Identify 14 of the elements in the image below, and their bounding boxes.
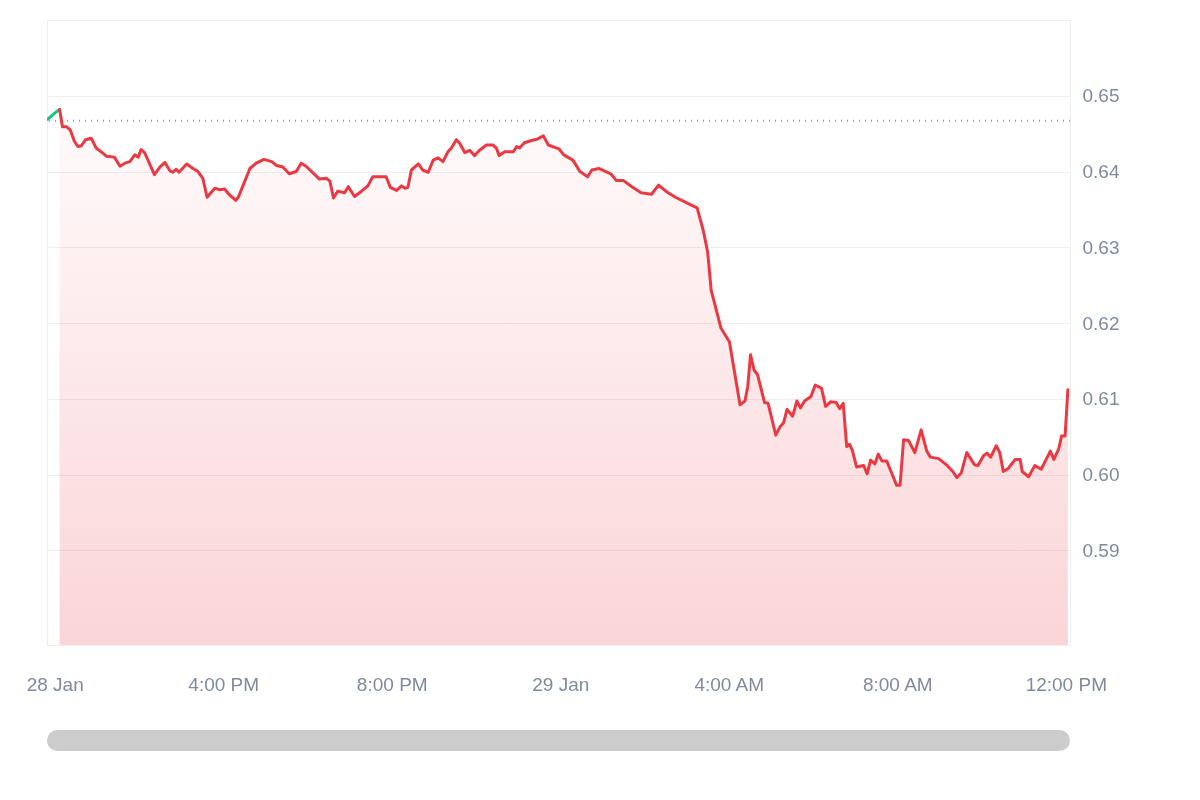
y-tick-label: 0.64 bbox=[1082, 161, 1120, 183]
x-tick-label: 29 Jan bbox=[532, 673, 590, 695]
x-tick-label: 8:00 PM bbox=[356, 673, 428, 695]
x-tick-label: 12:00 PM bbox=[1025, 673, 1107, 695]
x-tick-label: 8:00 AM bbox=[862, 673, 933, 695]
y-tick-label: 0.61 bbox=[1082, 388, 1120, 410]
y-tick-label: 0.62 bbox=[1082, 312, 1120, 334]
x-tick-label: 28 Jan bbox=[26, 673, 84, 695]
x-tick-label: 4:00 PM bbox=[188, 673, 260, 695]
x-tick-label: 4:00 AM bbox=[694, 673, 765, 695]
y-tick-label: 0.59 bbox=[1082, 539, 1120, 561]
y-tick-label: 0.63 bbox=[1082, 236, 1120, 258]
y-tick-label: 0.60 bbox=[1082, 464, 1120, 486]
y-tick-label: 0.65 bbox=[1082, 85, 1120, 107]
